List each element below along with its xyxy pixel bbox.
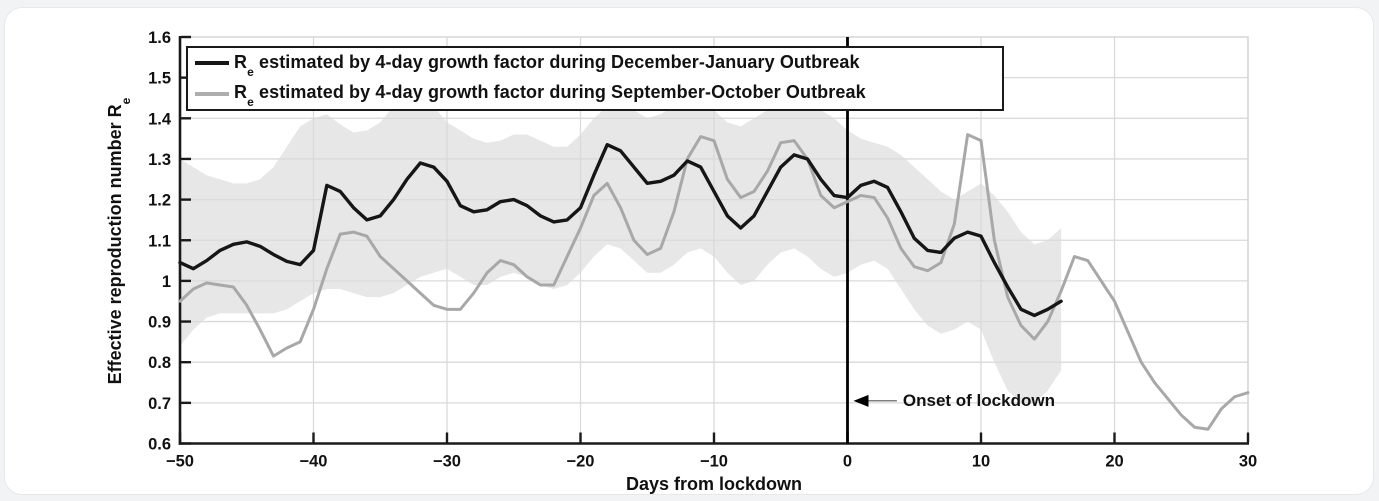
x-tick-label: 20 [1105,453,1123,471]
december-january-line-swatch [195,61,229,66]
y-tick-label: 1.4 [148,110,172,128]
y-tick-label: 1.1 [148,232,171,250]
y-tick-label: 1 [162,273,171,291]
legend-item-september-october: Re estimated by 4-day growth factor duri… [188,79,1002,109]
x-tick-label: 0 [843,453,852,471]
december-january-re-line [178,143,1063,318]
x-tick-label: −50 [166,453,194,471]
x-tick-label: −10 [700,453,728,471]
y-tick-label: 1.3 [148,151,171,169]
confidence-band [180,102,1062,403]
annotation-arrow-head [853,394,869,407]
legend-label: Re estimated by 4-day growth factor duri… [234,51,860,80]
y-tick-label: 0.6 [148,436,171,454]
x-tick-label: −20 [567,453,595,471]
september-october-re-line [178,133,1250,431]
y-tick-label: 0.8 [148,354,171,372]
lockdown-annotation-label: Onset of lockdown [902,390,1055,410]
x-tick-label: 10 [972,453,990,471]
x-tick-label: 30 [1239,453,1257,471]
y-tick-label: 1.6 [148,29,171,47]
y-tick-label: 0.9 [148,314,171,332]
y-tick-label: 1.5 [148,70,171,88]
y-tick-label: 1.2 [148,192,171,210]
y-axis-label: Effective reproduction number Re [105,97,133,385]
legend-label: Re estimated by 4-day growth factor duri… [234,81,866,110]
legend: Re estimated by 4-day growth factor duri… [186,46,1004,111]
x-tick-label: −30 [433,453,461,471]
x-tick-label: −40 [300,453,328,471]
september-october-line-swatch [195,91,229,96]
x-axis-label: Days from lockdown [625,474,803,494]
y-tick-label: 0.7 [148,395,171,413]
legend-item-december-january: Re estimated by 4-day growth factor duri… [188,48,1002,80]
